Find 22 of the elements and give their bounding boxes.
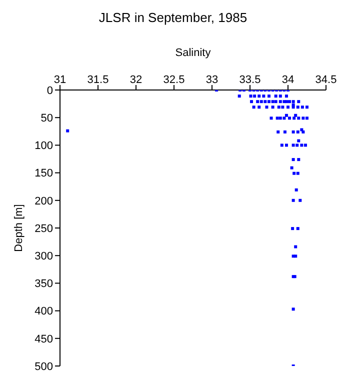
- y-tick-label: 200: [34, 195, 53, 208]
- y-tick-label: 350: [34, 278, 53, 290]
- x-tick-label: 34: [282, 74, 294, 86]
- y-tick-label: 250: [34, 222, 53, 235]
- y-tick-label: 450: [34, 333, 53, 346]
- x-tick-label: 32.5: [163, 74, 185, 86]
- x-tick-label: 33.5: [239, 74, 261, 86]
- y-tick-label: 300: [34, 250, 53, 263]
- x-tick-label: 31.5: [87, 74, 109, 86]
- y-tick-label: 0: [46, 84, 53, 97]
- y-tick-label: 50: [40, 112, 53, 125]
- chart-title: JLSR in September, 1985: [98, 10, 248, 25]
- y-axis-title: Depth [m]: [12, 204, 25, 252]
- x-tick-label: 34.5: [315, 74, 337, 86]
- y-tick-label: 150: [34, 168, 53, 180]
- x-tick-label: 33: [206, 74, 218, 86]
- x-tick-label: 31: [54, 74, 66, 86]
- x-axis-title: Salinity: [175, 46, 212, 59]
- y-tick-label: 100: [34, 140, 53, 152]
- y-tick-label: 500: [34, 360, 53, 373]
- x-tick-label: 32: [130, 74, 142, 86]
- y-tick-label: 400: [34, 306, 53, 318]
